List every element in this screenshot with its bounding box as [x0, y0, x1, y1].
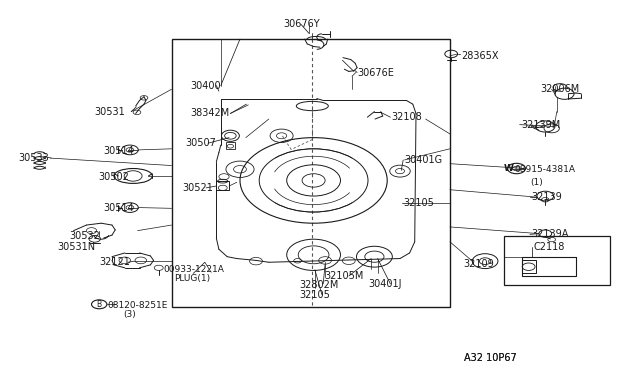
Text: 32108: 32108 [392, 112, 422, 122]
Text: 30531N: 30531N [58, 242, 96, 251]
Text: W: W [504, 164, 514, 173]
Text: 30521: 30521 [182, 183, 213, 193]
Text: 30532: 30532 [69, 231, 100, 241]
Bar [522, 257, 576, 276]
Text: 30502: 30502 [98, 172, 129, 182]
Text: 30533: 30533 [18, 153, 49, 163]
Text: 38342M: 38342M [191, 109, 230, 118]
Bar [226, 142, 235, 149]
Text: 32006M: 32006M [541, 84, 580, 94]
Text: 30401G: 30401G [404, 155, 443, 165]
Bar [522, 260, 536, 273]
Text: B: B [97, 300, 102, 309]
Text: 30514: 30514 [104, 203, 134, 213]
Text: 32121: 32121 [99, 257, 130, 267]
Bar [504, 236, 610, 285]
Text: (1): (1) [530, 178, 543, 187]
Text: 30676E: 30676E [357, 68, 394, 77]
Text: 32109: 32109 [463, 259, 494, 269]
Text: 32139: 32139 [531, 192, 562, 202]
Text: 08120-8251E: 08120-8251E [107, 301, 167, 310]
Text: PLUG(1): PLUG(1) [174, 274, 210, 283]
Text: 32139M: 32139M [521, 120, 560, 129]
Text: (3): (3) [123, 310, 136, 319]
Text: 30676Y: 30676Y [283, 19, 319, 29]
Text: 30400: 30400 [191, 81, 221, 90]
Text: 32802M: 32802M [299, 280, 339, 289]
Text: A32 10P67: A32 10P67 [464, 353, 516, 363]
Text: 00933-1221A: 00933-1221A [163, 265, 224, 274]
Bar [216, 181, 229, 190]
Text: 30531: 30531 [95, 107, 125, 116]
Text: 32105: 32105 [403, 198, 434, 208]
Text: 30401J: 30401J [368, 279, 401, 289]
Bar [172, 39, 450, 307]
Text: 32139A: 32139A [531, 230, 568, 239]
Text: 28365X: 28365X [461, 51, 499, 61]
Text: C2118: C2118 [533, 243, 564, 252]
Text: 32105M: 32105M [324, 271, 364, 281]
Text: 30507: 30507 [186, 138, 216, 148]
Text: 08915-4381A: 08915-4381A [514, 165, 575, 174]
Text: 32105: 32105 [299, 290, 330, 300]
Text: 30514: 30514 [104, 146, 134, 155]
Text: A32 10P67: A32 10P67 [464, 353, 516, 363]
